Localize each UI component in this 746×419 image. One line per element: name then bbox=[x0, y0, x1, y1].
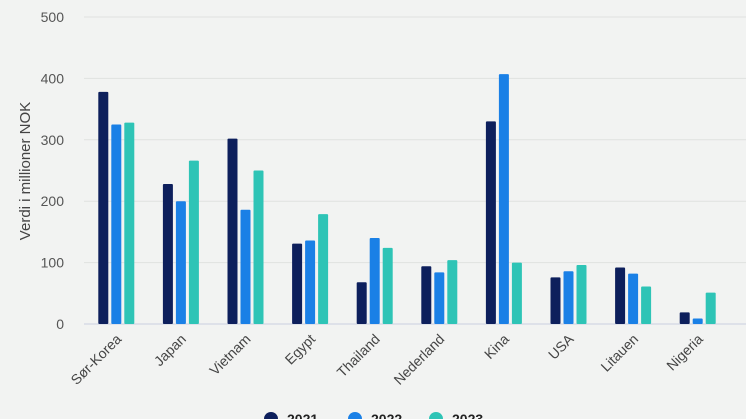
x-tick-label: Kina bbox=[481, 331, 512, 362]
bar[interactable] bbox=[550, 277, 561, 324]
bar[interactable] bbox=[253, 170, 264, 325]
x-tick-label: Sør-Korea bbox=[67, 331, 124, 388]
bar[interactable] bbox=[485, 121, 496, 324]
legend-item[interactable]: 2023 bbox=[429, 411, 483, 419]
bar[interactable] bbox=[98, 91, 109, 325]
x-tick-label: Nederland bbox=[390, 331, 447, 388]
bar[interactable] bbox=[188, 160, 199, 324]
bar[interactable] bbox=[692, 318, 703, 324]
bar-group bbox=[227, 138, 264, 325]
x-tick-label: Litauen bbox=[597, 331, 641, 375]
bar[interactable] bbox=[421, 266, 432, 324]
bar[interactable] bbox=[227, 138, 238, 324]
legend[interactable]: 2021 2022 2023 bbox=[264, 411, 483, 419]
bar[interactable] bbox=[356, 282, 367, 324]
y-tick-label: 400 bbox=[41, 70, 65, 86]
bar[interactable] bbox=[511, 262, 522, 324]
x-tick-label: Egypt bbox=[282, 331, 319, 368]
bar[interactable] bbox=[498, 74, 509, 325]
x-tick-label: Thailand bbox=[334, 331, 383, 380]
x-tick-label: Vietnam bbox=[206, 331, 253, 378]
bar[interactable] bbox=[175, 201, 186, 324]
legend-label: 2022 bbox=[371, 411, 402, 419]
bar[interactable] bbox=[576, 265, 587, 324]
bars bbox=[98, 74, 716, 325]
bar[interactable] bbox=[305, 240, 316, 324]
bar[interactable] bbox=[240, 209, 251, 324]
bar-group bbox=[485, 74, 522, 325]
bar-group bbox=[162, 160, 199, 324]
bar-group bbox=[421, 260, 458, 324]
bar-group bbox=[98, 91, 135, 325]
legend-marker bbox=[429, 412, 443, 419]
x-axis-labels: Sør-Korea Japan Vietnam Egypt Thailand Nederl… bbox=[67, 330, 706, 387]
y-tick-label: 100 bbox=[41, 255, 65, 271]
y-tick-label: 300 bbox=[41, 132, 65, 148]
y-tick-label: 0 bbox=[56, 316, 64, 332]
x-tick-label: USA bbox=[545, 330, 577, 362]
bar-group bbox=[356, 238, 393, 324]
bar-group bbox=[550, 265, 587, 324]
bar[interactable] bbox=[615, 267, 626, 324]
bar[interactable] bbox=[382, 247, 393, 324]
legend-item[interactable]: 2021 bbox=[264, 411, 318, 419]
y-axis-ticks: 0 100 200 300 400 500 bbox=[41, 9, 65, 332]
legend-marker bbox=[264, 412, 278, 419]
bar[interactable] bbox=[641, 286, 652, 324]
bar[interactable] bbox=[705, 292, 716, 324]
bar[interactable] bbox=[369, 238, 380, 324]
y-tick-label: 500 bbox=[41, 9, 65, 25]
legend-marker bbox=[348, 412, 362, 419]
legend-label: 2023 bbox=[452, 411, 483, 419]
legend-label: 2021 bbox=[287, 411, 318, 419]
bar[interactable] bbox=[292, 243, 303, 324]
bar-group bbox=[292, 214, 329, 324]
bar[interactable] bbox=[111, 124, 122, 324]
bar[interactable] bbox=[318, 214, 329, 324]
bar[interactable] bbox=[679, 312, 690, 324]
bar[interactable] bbox=[628, 273, 639, 324]
bar[interactable] bbox=[447, 260, 458, 324]
x-tick-label: Japan bbox=[151, 331, 189, 369]
y-axis-title: Verdi i millioner NOK bbox=[17, 102, 34, 240]
bar[interactable] bbox=[162, 184, 173, 324]
y-tick-label: 200 bbox=[41, 193, 65, 209]
legend-item[interactable]: 2022 bbox=[348, 411, 402, 419]
bar[interactable] bbox=[563, 271, 574, 324]
bar-group bbox=[615, 267, 652, 324]
bar[interactable] bbox=[124, 122, 135, 324]
x-tick-label: Nigeria bbox=[663, 331, 706, 374]
bar[interactable] bbox=[434, 272, 445, 324]
bar-group bbox=[679, 292, 716, 324]
